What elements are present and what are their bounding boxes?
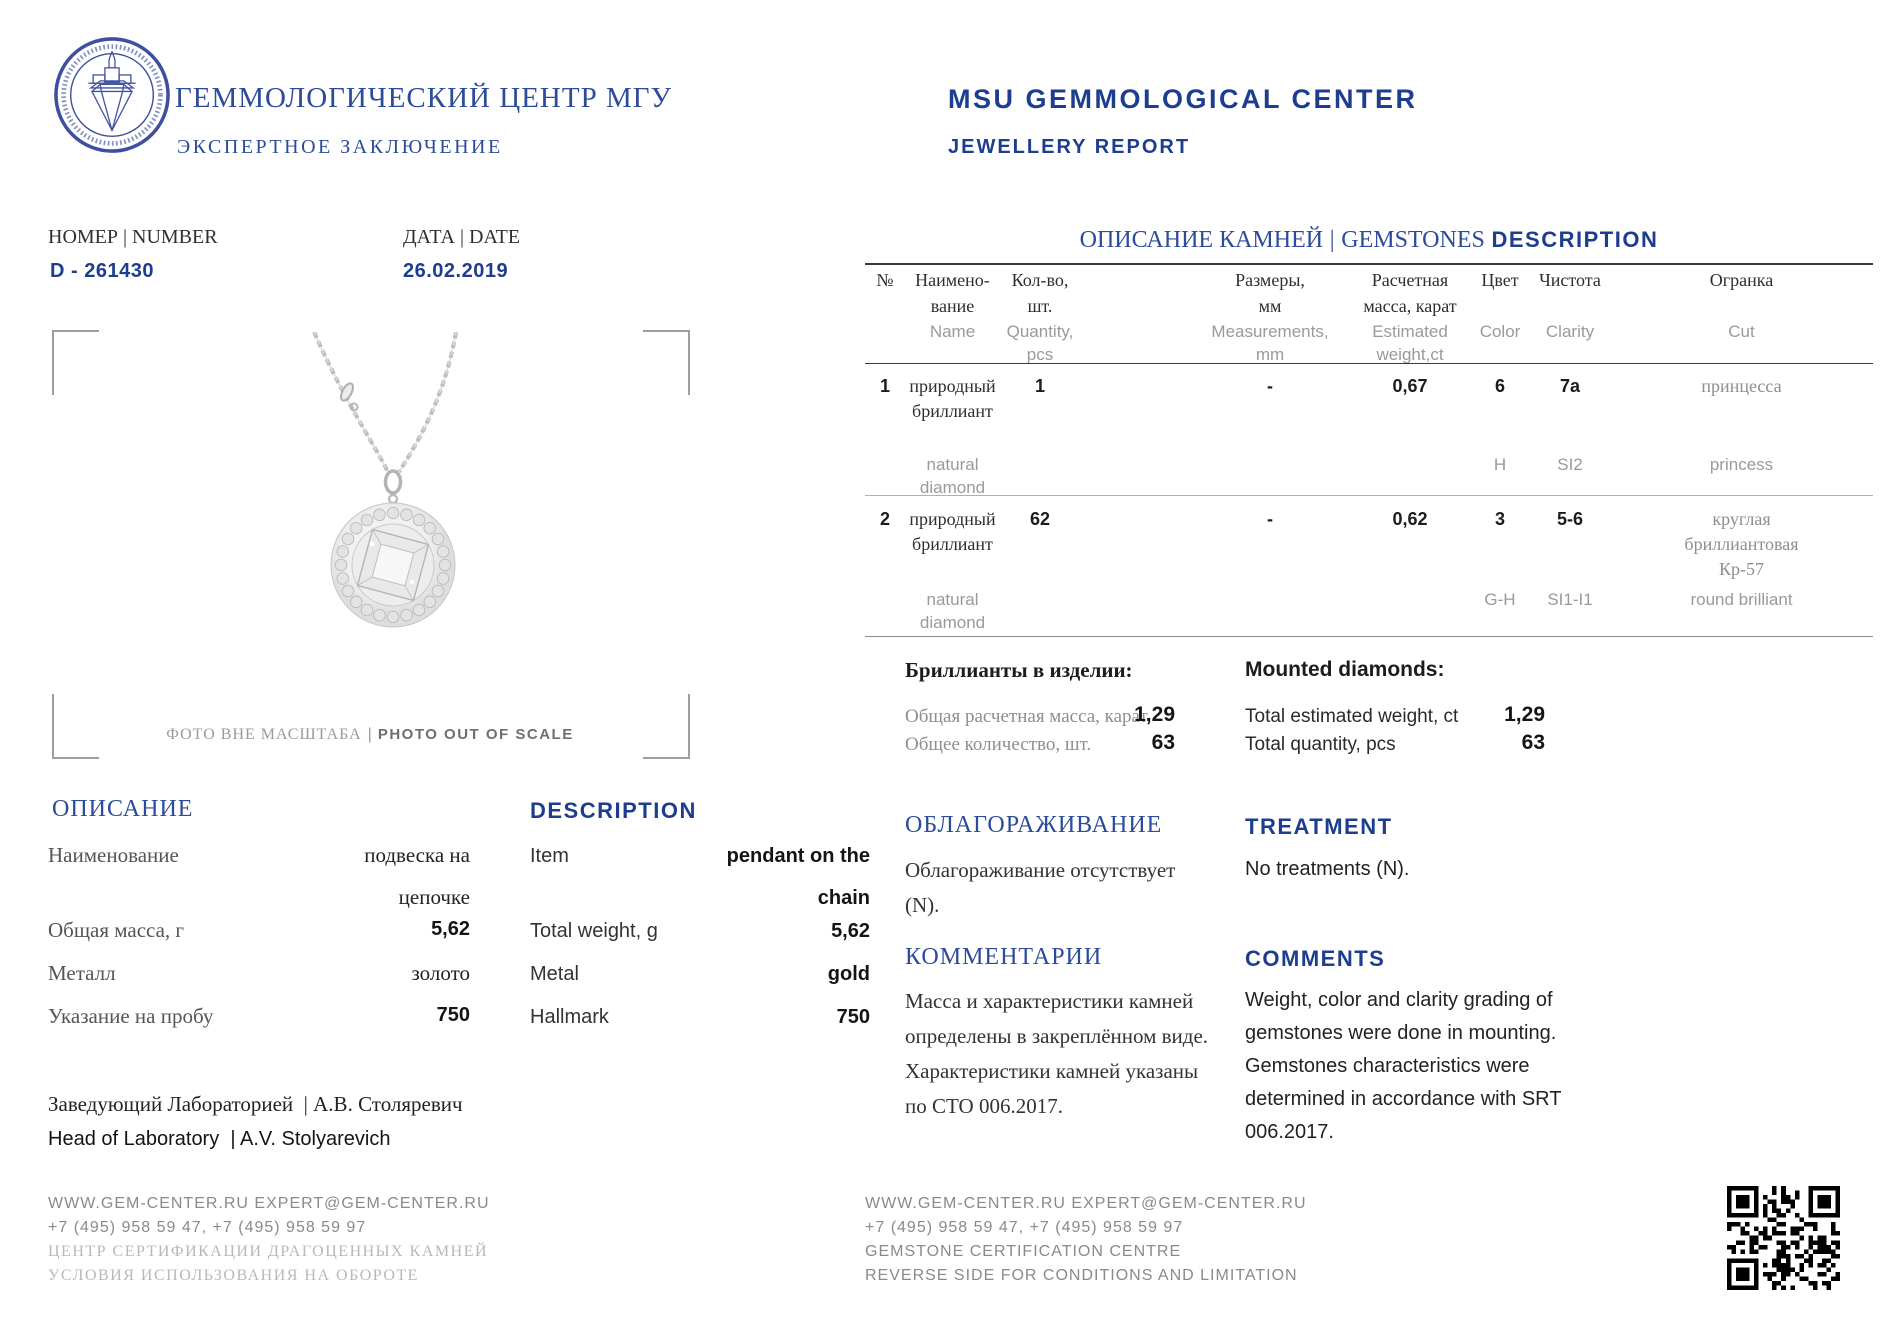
signature-role-en: Head of Laboratory — [48, 1128, 220, 1150]
number-label: НОМЕР | NUMBER — [48, 226, 218, 248]
item-label-ru: Наименование — [48, 843, 179, 867]
item-value-en: pendant on the — [726, 845, 870, 867]
total-quantity-value-en: 63 — [1521, 731, 1545, 754]
comments-title-en: COMMENTS — [1245, 946, 1386, 971]
table-row: 2 природный 62- 0,62 3 5-6 круглая — [879, 509, 1771, 529]
weight-label-en: Total weight, g — [530, 920, 658, 942]
total-quantity-label-en: Total quantity, pcs — [1245, 734, 1396, 755]
comments-text-en: Weight, color and clarity grading of gem… — [1245, 989, 1562, 1143]
hallmark-value-en: 750 — [836, 1006, 870, 1028]
footer-right-phones: +7 (495) 958 59 47, +7 (495) 958 59 97 — [865, 1219, 1184, 1236]
signature-separator: | — [303, 1092, 314, 1116]
footer-left-center: ЦЕНТР СЕРТИФИКАЦИИ ДРАГОЦЕННЫХ КАМНЕЙ — [48, 1243, 489, 1260]
table-row-rule — [865, 495, 1873, 496]
gemstones-title-separator: | — [1329, 227, 1335, 253]
msu-gem-center-seal-logo — [54, 37, 170, 153]
pave-diamonds — [334, 506, 452, 624]
footer-left-phones: +7 (495) 958 59 47, +7 (495) 958 59 97 — [48, 1219, 367, 1236]
hallmark-value-ru: 750 — [436, 1004, 470, 1026]
comments-text-ru: Масса и характеристики камней определены… — [905, 989, 1209, 1118]
item-value-ru-line2: цепочке — [398, 885, 470, 909]
footer-left: WWW.GEM-CENTER.RU EXPERT@GEM-CENTER.RU +… — [48, 1192, 490, 1288]
total-quantity-value-ru: 63 — [1151, 731, 1175, 754]
footer-left-conditions: УСЛОВИЯ ИСПОЛЬЗОВАНИЯ НА ОБОРОТЕ — [48, 1267, 419, 1284]
gemstones-title-description: DESCRIPTION — [1491, 227, 1659, 252]
table-row-line2: бриллиант — [912, 401, 993, 421]
weight-value-ru: 5,62 — [431, 918, 470, 940]
photo-caption-ru: ФОТО ВНЕ МАСШТАБА — [166, 726, 362, 743]
table-row-line2: бриллиант бриллиантовая — [912, 534, 1799, 554]
crop-mark-bottom-right-icon — [643, 694, 690, 759]
total-quantity-label-ru: Общее количество, шт. — [905, 734, 1092, 755]
table-row-en-line1: natural H SI2 princess — [926, 455, 1774, 474]
metal-label-en: Metal — [530, 963, 579, 985]
table-top-rule — [865, 263, 1873, 265]
org-title-en: MSU GEMMOLOGICAL CENTER — [948, 84, 1418, 114]
table-header-rule — [865, 363, 1873, 364]
table-header-ru-line2: вание шт. мм масса, карат — [930, 296, 1457, 316]
item-value-ru: подвеска на — [364, 843, 470, 867]
doc-title-ru: ЭКСПЕРТНОЕ ЗАКЛЮЧЕНИЕ — [177, 136, 503, 158]
signature-role-ru: Заведующий Лабораторией — [48, 1092, 294, 1116]
signature-en: Head of Laboratory | A.V. Stolyarevich — [48, 1128, 390, 1151]
item-value-en-line2: chain — [817, 887, 870, 909]
weight-label-ru: Общая масса, г — [48, 918, 185, 942]
mounted-diamonds-heading-ru: Бриллианты в изделии: — [905, 658, 1133, 682]
treatment-text-en: No treatments (N). — [1245, 858, 1410, 880]
crop-mark-top-left-icon — [52, 330, 99, 395]
gemstones-section-title: ОПИСАНИЕ КАМНЕЙ | GEMSTONES DESCRIPTION — [865, 226, 1873, 254]
metal-value-ru: золото — [411, 961, 471, 985]
number-value: D - 261430 — [50, 260, 154, 282]
description-title-ru: ОПИСАНИЕ — [52, 796, 194, 822]
pendant-photo — [312, 332, 458, 628]
table-row-en-line2: diamond — [919, 613, 986, 632]
table-bottom-rule — [865, 636, 1873, 637]
mounted-diamonds-heading-en: Mounted diamonds: — [1245, 658, 1445, 681]
comments-title-ru: КОММЕНТАРИИ — [905, 944, 1103, 970]
org-title-ru: ГЕММОЛОГИЧЕСКИЙ ЦЕНТР МГУ — [175, 82, 673, 114]
signature-ru: Заведующий Лабораторией | А.В. Столяреви… — [48, 1092, 463, 1117]
weight-value-en: 5,62 — [831, 920, 870, 942]
qr-code-icon — [1727, 1186, 1840, 1290]
treatment-title-ru: ОБЛАГОРАЖИВАНИЕ — [905, 812, 1163, 838]
total-weight-label-ru: Общая расчетная масса, карат — [905, 706, 1148, 727]
total-weight-value-ru: 1,29 — [1134, 703, 1175, 726]
footer-right: WWW.GEM-CENTER.RU EXPERT@GEM-CENTER.RU +… — [865, 1192, 1307, 1288]
date-value: 26.02.2019 — [403, 260, 509, 282]
item-label-en: Item — [530, 845, 569, 867]
gemstones-title-gemstones: GEMSTONES — [1341, 227, 1485, 253]
hallmark-label-ru: Указание на пробу — [48, 1004, 214, 1028]
total-weight-value-en: 1,29 — [1504, 703, 1545, 726]
metal-label-ru: Металл — [48, 961, 116, 985]
metal-value-en: gold — [827, 963, 870, 985]
photo-caption: ФОТО ВНЕ МАСШТАБА | PHOTO OUT OF SCALE — [52, 726, 688, 744]
total-weight-label-en: Total estimated weight, ct — [1245, 706, 1459, 727]
signature-name-en: A.V. Stolyarevich — [240, 1128, 391, 1150]
doc-title-en: JEWELLERY REPORT — [948, 136, 1191, 158]
signature-separator-en: | — [230, 1128, 241, 1150]
table-row-en-line1: natural G-H SI1-I1 round brilliant — [926, 590, 1793, 609]
treatment-text-ru: Облагораживание отсутствует (N). — [905, 858, 1176, 917]
hallmark-label-en: Hallmark — [530, 1006, 609, 1028]
table-row-en-line2: diamond — [919, 478, 986, 497]
gemstones-title-ru: ОПИСАНИЕ КАМНЕЙ — [1079, 227, 1324, 253]
footer-right-conditions: REVERSE SIDE FOR CONDITIONS AND LIMITATI… — [865, 1267, 1298, 1284]
crop-mark-bottom-left-icon — [52, 694, 99, 759]
photo-caption-separator: | — [367, 726, 372, 743]
signature-name-ru: А.В. Столяревич — [313, 1092, 463, 1116]
table-header-en-line1: Name Quantity, Measurements, Estimated Col… — [929, 322, 1755, 341]
description-title-en: DESCRIPTION — [530, 798, 697, 823]
footer-right-site: WWW.GEM-CENTER.RU EXPERT@GEM-CENTER.RU — [865, 1195, 1307, 1212]
table-header-en-line2: pcs mm weight,ct — [1026, 345, 1444, 364]
table-row-line3: Кр-57 — [1719, 559, 1764, 579]
table-header-ru-line1: № Наимено- Кол-во, Размеры, Расчетная Цвет … — [876, 270, 1774, 290]
footer-right-center: GEMSTONE CERTIFICATION CENTRE — [865, 1243, 1182, 1260]
photo-caption-en: PHOTO OUT OF SCALE — [377, 726, 574, 743]
footer-left-site: WWW.GEM-CENTER.RU EXPERT@GEM-CENTER.RU — [48, 1195, 490, 1212]
treatment-title-en: TREATMENT — [1245, 814, 1393, 839]
table-row: 1 природный 1- 0,67 6 7a принцесса — [879, 376, 1782, 396]
date-label: ДАТА | DATE — [403, 226, 521, 248]
crop-mark-top-right-icon — [643, 330, 690, 395]
